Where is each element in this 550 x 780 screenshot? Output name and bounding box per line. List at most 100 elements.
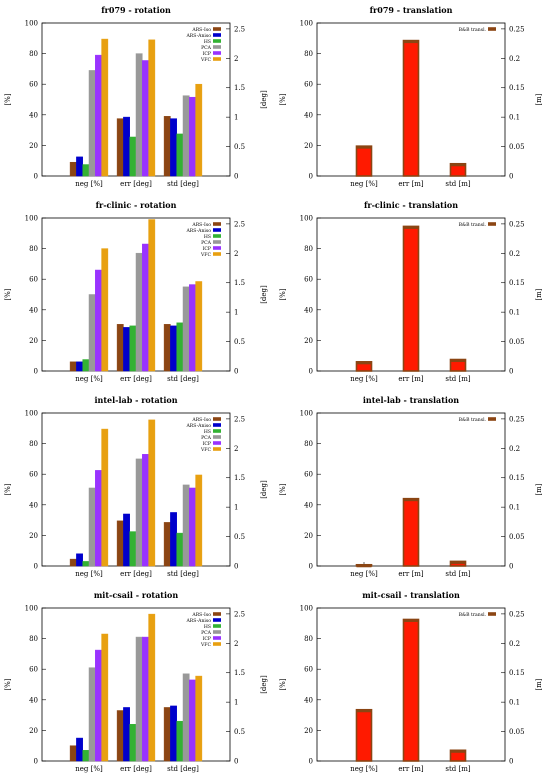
y2-tick-label: 0.05 — [509, 728, 525, 736]
bar — [135, 53, 143, 177]
x-tick-label: err [deg] — [120, 570, 152, 578]
y2-tick-label: 2.5 — [234, 415, 245, 423]
legend-label: ICP — [203, 636, 211, 642]
y2-tick-label: 0.1 — [509, 114, 520, 122]
bar — [170, 512, 177, 567]
y2-axis-label: [m] — [535, 483, 543, 495]
y2-tick-label: 0 — [234, 758, 238, 766]
legend-label: ICP — [203, 51, 211, 57]
y2-tick-label: 0.1 — [509, 309, 520, 317]
bar — [76, 156, 83, 177]
y-axis-label: [%] — [279, 288, 287, 300]
y2-tick-label: 0.5 — [234, 143, 245, 151]
x-tick-label: std [m] — [445, 180, 470, 188]
x-tick-label: neg [%] — [350, 765, 378, 773]
y-tick-label: 80 — [304, 440, 313, 448]
bar — [195, 675, 203, 762]
legend-swatch — [213, 636, 221, 640]
bar — [76, 361, 83, 372]
y2-tick-label: 1 — [234, 699, 238, 707]
legend-swatch — [213, 441, 221, 445]
bar-cap — [450, 561, 466, 564]
y2-tick-label: 0 — [509, 563, 513, 571]
y-tick-label: 0 — [309, 368, 313, 376]
y-tick-label: 100 — [25, 410, 38, 418]
bar — [129, 531, 137, 567]
legend-label: PCA — [201, 630, 212, 636]
legend-swatch — [488, 222, 496, 226]
legend-swatch — [213, 222, 221, 226]
bar — [123, 116, 130, 177]
y2-tick-label: 1 — [234, 114, 238, 122]
y2-tick-label: 0 — [509, 173, 513, 181]
bar — [142, 243, 149, 372]
y2-tick-label: 0.05 — [509, 338, 525, 346]
bar — [123, 513, 130, 567]
y2-tick-label: 2 — [234, 640, 238, 648]
y2-tick-label: 0.5 — [234, 728, 245, 736]
chart-panel: intel-lab - rotation 0 20 40 60 80 100 0 0.5 1 1.5… — [4, 395, 268, 578]
legend-swatch — [213, 39, 221, 43]
x-tick-label: std [deg] — [167, 180, 199, 188]
y2-tick-label: 1.5 — [234, 84, 245, 92]
y2-tick-label: 0.15 — [509, 474, 525, 482]
bar — [355, 708, 373, 762]
bar — [176, 532, 184, 567]
legend-swatch — [213, 240, 221, 244]
x-tick-label: neg [%] — [350, 180, 378, 188]
bar — [123, 707, 130, 762]
legend-swatch — [213, 45, 221, 49]
bar — [163, 707, 171, 762]
x-tick-label: err [m] — [398, 375, 423, 383]
bar — [148, 613, 156, 762]
bar-cap — [450, 750, 466, 753]
bar — [182, 673, 190, 762]
y-axis-label: [%] — [4, 288, 12, 300]
y2-tick-label: 0 — [234, 563, 238, 571]
bar — [101, 248, 109, 372]
y-tick-label: 0 — [34, 563, 38, 571]
x-tick-label: neg [%] — [75, 375, 103, 383]
bar — [82, 561, 90, 567]
y2-tick-label: 2 — [234, 55, 238, 63]
bar — [142, 454, 149, 567]
bar-cap — [450, 163, 466, 167]
bar — [170, 325, 177, 372]
y-tick-label: 100 — [300, 215, 313, 223]
legend-swatch — [213, 33, 221, 37]
bar — [69, 161, 77, 177]
bar — [69, 361, 77, 372]
y-tick-label: 0 — [309, 563, 313, 571]
bar — [176, 322, 184, 372]
legend-swatch — [213, 435, 221, 439]
bar — [88, 70, 96, 177]
x-tick-label: neg [%] — [75, 765, 103, 773]
y-axis-label: [%] — [279, 93, 287, 105]
legend-label: B&B transl. — [459, 27, 487, 33]
legend-swatch — [213, 423, 221, 427]
bar — [95, 470, 102, 567]
bar — [148, 219, 156, 372]
legend-label: PCA — [201, 240, 212, 246]
bar — [101, 38, 109, 177]
y2-tick-label: 0.15 — [509, 669, 525, 677]
bar-cap — [356, 709, 372, 713]
y2-tick-label: 0.1 — [509, 699, 520, 707]
bar — [163, 522, 171, 567]
bar — [189, 284, 196, 372]
bar — [195, 83, 203, 177]
y-axis-label: [%] — [4, 678, 12, 690]
legend-swatch — [488, 612, 496, 616]
y2-tick-label: 0.2 — [509, 445, 520, 453]
y2-tick-label: 2 — [234, 250, 238, 258]
bar-cap — [450, 359, 466, 363]
bar — [182, 95, 190, 177]
y-tick-label: 20 — [304, 727, 313, 735]
y-axis-label: [%] — [279, 678, 287, 690]
legend-label: ARS-Aniso — [185, 423, 211, 429]
y-tick-label: 80 — [304, 245, 313, 253]
chart-panel: fr-clinic - translation 0 20 40 60 80 100 0 0.05… — [279, 200, 543, 383]
y-tick-label: 40 — [29, 111, 38, 119]
y2-tick-label: 0.1 — [509, 504, 520, 512]
y-tick-label: 20 — [304, 142, 313, 150]
